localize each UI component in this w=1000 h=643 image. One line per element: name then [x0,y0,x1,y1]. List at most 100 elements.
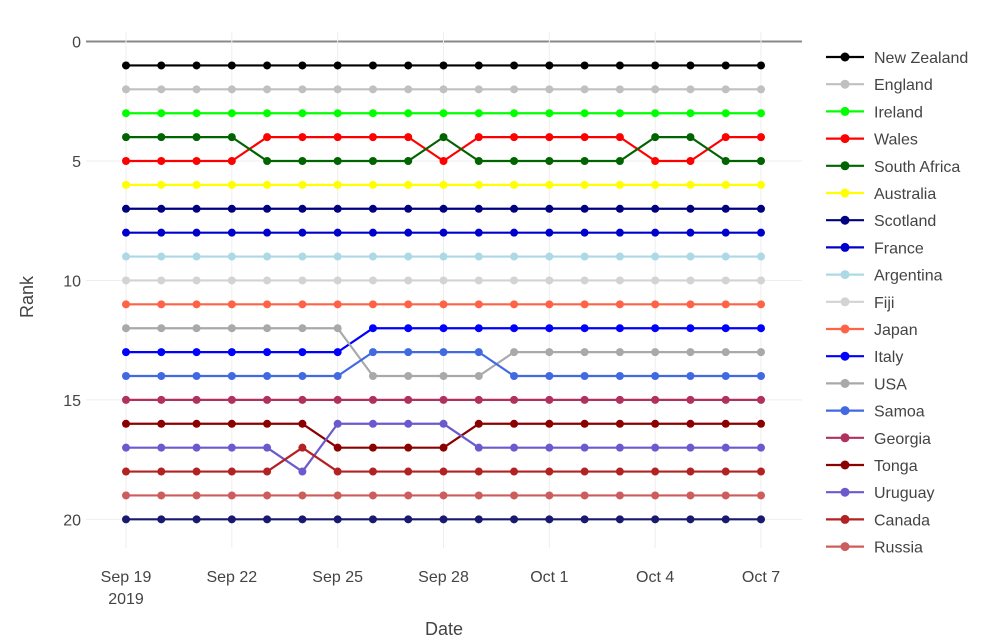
data-point [439,419,448,428]
data-point [474,324,483,333]
legend-item[interactable]: Italy [826,349,903,366]
legend-item[interactable]: USA [826,376,907,393]
series-south-africa [122,133,765,165]
data-point [615,61,624,70]
data-point [333,300,342,309]
data-point [651,372,660,380]
data-point [651,515,660,524]
data-point [757,276,765,285]
data-point [157,157,166,165]
legend-label: England [874,77,933,94]
data-point [474,180,483,189]
legend-item[interactable]: Uruguay [826,485,934,502]
data-point [439,252,448,261]
data-point [757,157,765,165]
legend-item[interactable]: France [826,240,924,257]
data-point [368,180,377,189]
data-point [615,515,624,524]
data-point [263,61,272,70]
legend-item[interactable]: Scotland [826,213,936,230]
legend-item[interactable]: Wales [826,132,918,149]
legend-swatch-marker [840,106,850,116]
legend-item[interactable]: Tonga [826,458,918,475]
legend-item[interactable]: Georgia [826,431,931,448]
data-point [298,133,307,142]
x-tick-label: Oct 4 [636,569,674,586]
data-point [615,300,624,309]
legend-item[interactable]: Australia [826,186,936,203]
data-point [686,204,695,213]
x-tick-year-label: 2019 [108,591,144,608]
data-point [510,515,519,524]
data-point [333,443,342,452]
series-ireland [122,109,765,118]
legend-swatch-marker [840,134,850,144]
data-point [686,157,695,165]
legend-item[interactable]: South Africa [826,159,960,176]
data-point [651,276,660,285]
data-point [439,133,448,142]
data-point [157,324,166,333]
data-point [157,204,166,213]
data-point [192,276,201,285]
legend-label: Scotland [874,213,936,230]
data-point [263,252,272,261]
data-point [580,324,589,333]
data-point [263,467,272,476]
data-point [439,300,448,309]
data-point [404,395,413,404]
data-point [333,348,342,357]
legend-item[interactable]: Canada [826,512,930,529]
data-point [404,252,413,261]
data-point [757,491,765,500]
legend[interactable]: New Zealand England Ireland Wales South Afri… [826,50,968,557]
data-point [227,109,236,118]
data-point [651,419,660,428]
data-point [757,324,765,333]
data-point [263,228,272,237]
data-point [404,61,413,70]
data-point [298,300,307,309]
legend-label: Australia [874,186,936,203]
data-point [122,109,130,118]
data-point [263,324,272,333]
data-point [122,85,130,94]
data-point [368,61,377,70]
data-point [122,157,130,165]
legend-item[interactable]: England [826,77,933,94]
data-point [510,300,519,309]
legend-item[interactable]: New Zealand [826,50,968,67]
data-point [686,372,695,380]
data-point [615,109,624,118]
legend-item[interactable]: Fiji [826,295,894,312]
legend-swatch-marker [840,52,850,62]
data-point [757,85,765,94]
data-point [651,204,660,213]
y-tick-label: 10 [63,273,81,290]
legend-item[interactable]: Ireland [826,104,923,121]
data-point [122,443,130,452]
data-point [439,61,448,70]
data-point [615,180,624,189]
data-point [510,372,519,380]
legend-label: South Africa [874,159,960,176]
data-point [298,204,307,213]
data-point [510,133,519,142]
data-point [192,324,201,333]
legend-item[interactable]: Argentina [826,268,943,285]
legend-item[interactable]: Japan [826,322,918,339]
data-point [368,228,377,237]
data-point [721,109,730,118]
data-point [404,157,413,165]
legend-swatch-marker [840,242,850,252]
legend-label: France [874,240,924,257]
legend-item[interactable]: Samoa [826,404,925,421]
data-point [615,419,624,428]
legend-item[interactable]: Russia [826,540,923,557]
data-point [439,157,448,165]
data-point [404,467,413,476]
data-point [545,515,554,524]
data-point [686,515,695,524]
series-samoa [122,348,765,380]
